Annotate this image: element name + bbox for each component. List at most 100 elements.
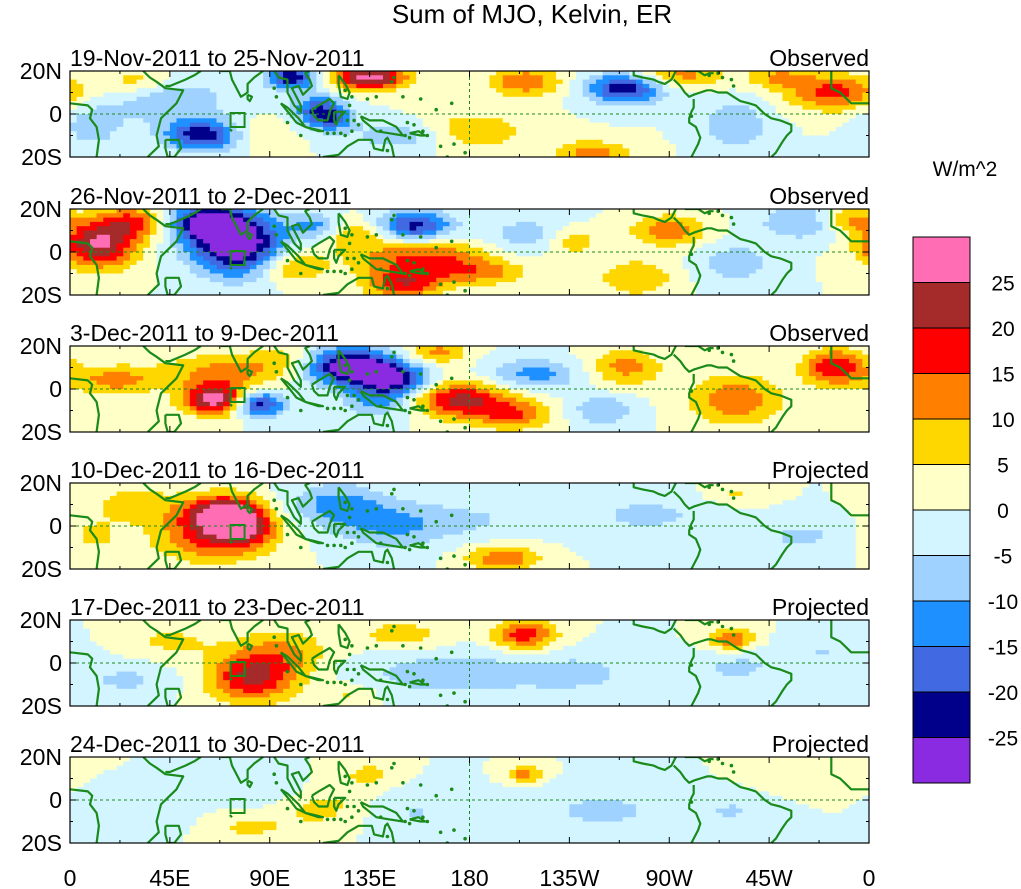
field-cell <box>842 221 850 227</box>
field-cell <box>742 230 750 236</box>
field-cell <box>536 114 544 119</box>
field-cell <box>762 109 770 115</box>
field-cell <box>489 79 497 85</box>
field-cell <box>649 96 657 102</box>
field-cell <box>795 209 804 214</box>
field-cell <box>649 135 657 141</box>
field-cell <box>316 286 324 292</box>
field-cell <box>223 71 231 76</box>
field-cell <box>469 83 477 89</box>
field-cell <box>675 105 684 111</box>
field-cell <box>762 213 770 219</box>
field-cell <box>236 290 244 295</box>
field-cell <box>76 122 84 128</box>
field-cell <box>269 269 278 275</box>
field-cell <box>103 88 111 94</box>
field-cell <box>236 221 244 227</box>
field-cell <box>70 234 78 240</box>
field-cell <box>502 226 511 232</box>
field-cell <box>556 217 564 223</box>
field-cell <box>849 234 857 240</box>
field-cell <box>849 83 857 89</box>
field-cell <box>649 247 657 253</box>
field-cell <box>542 135 550 141</box>
field-cell <box>842 101 850 106</box>
field-cell <box>729 109 737 115</box>
field-cell <box>249 118 258 124</box>
field-cell <box>362 114 371 119</box>
field-cell <box>103 260 111 266</box>
field-cell <box>449 273 457 279</box>
field-cell <box>70 105 78 111</box>
field-cell <box>795 152 804 157</box>
field-cell <box>349 96 357 102</box>
field-cell <box>176 109 184 115</box>
field-cell <box>629 286 637 292</box>
field-cell <box>362 79 371 85</box>
field-cell <box>729 135 737 141</box>
field-cell <box>795 148 804 154</box>
field-cell <box>349 252 357 257</box>
field-cell <box>369 230 377 236</box>
field-cell <box>356 148 364 154</box>
field-cell <box>576 269 584 275</box>
field-cell <box>143 217 151 223</box>
field-cell <box>689 148 697 154</box>
field-cell <box>689 209 697 214</box>
field-cell <box>356 256 364 262</box>
field-cell <box>129 252 138 257</box>
field-cell <box>556 114 564 119</box>
field-cell <box>342 148 351 154</box>
field-cell <box>296 209 304 214</box>
field-cell <box>289 282 297 287</box>
field-cell <box>549 135 557 141</box>
field-cell <box>755 101 764 106</box>
field-cell <box>76 282 84 287</box>
field-cell <box>362 131 371 137</box>
field-cell <box>249 131 258 137</box>
field-cell <box>809 252 817 257</box>
field-cell <box>342 101 351 106</box>
field-cell <box>829 152 837 157</box>
field-cell <box>722 277 730 283</box>
field-cell <box>236 209 244 214</box>
field-cell <box>769 101 777 106</box>
field-cell <box>83 273 91 279</box>
field-cell <box>482 217 491 223</box>
field-cell <box>735 239 744 244</box>
field-cell <box>123 290 131 295</box>
field-cell <box>529 83 537 89</box>
field-cell <box>89 213 98 219</box>
field-cell <box>356 286 364 292</box>
field-cell <box>156 83 164 89</box>
field-cell <box>749 256 757 262</box>
field-cell <box>502 96 511 102</box>
field-cell <box>169 131 178 137</box>
field-cell <box>169 88 178 94</box>
field-cell <box>569 252 577 257</box>
field-cell <box>176 256 184 262</box>
field-cell <box>596 139 604 145</box>
field-cell <box>183 139 191 145</box>
field-cell <box>396 144 404 149</box>
field-cell <box>462 126 471 132</box>
field-cell <box>569 92 577 98</box>
field-cell <box>749 83 757 89</box>
field-cell <box>649 131 657 137</box>
field-cell <box>289 105 297 111</box>
field-cell <box>123 96 131 102</box>
field-cell <box>323 239 331 244</box>
field-cell <box>209 273 218 279</box>
field-cell <box>576 217 584 223</box>
field-cell <box>183 109 191 115</box>
field-cell <box>422 148 431 154</box>
field-cell <box>123 126 131 132</box>
field-cell <box>83 256 91 262</box>
field-cell <box>802 92 810 98</box>
field-cell <box>815 79 823 85</box>
field-cell <box>356 252 364 257</box>
field-cell <box>209 118 218 124</box>
field-cell <box>176 221 184 227</box>
field-cell <box>409 135 417 141</box>
field-cell <box>609 114 617 119</box>
